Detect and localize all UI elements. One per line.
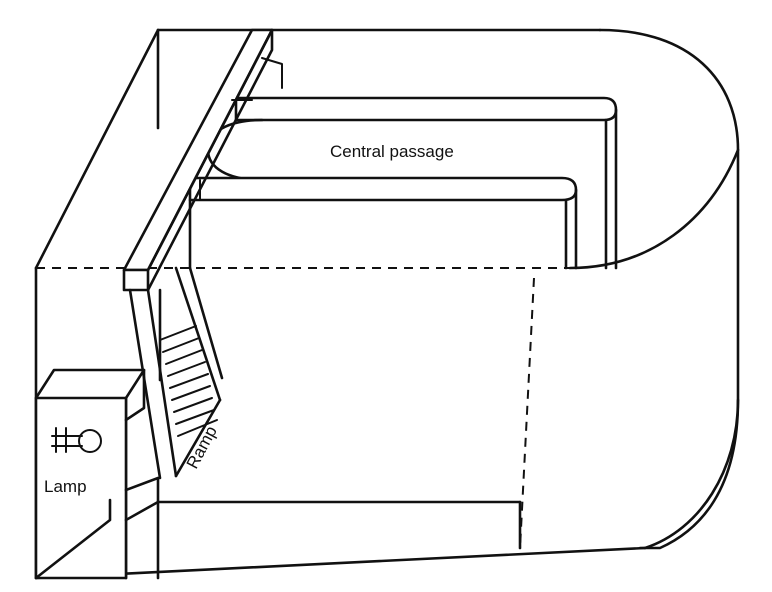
lamp-icon [51, 427, 102, 453]
overhead-beam [122, 28, 283, 292]
central-passage [188, 96, 618, 270]
lamp-box [34, 368, 160, 580]
floor-edges [124, 500, 522, 550]
ramp [128, 266, 224, 480]
central-passage-label: Central passage [330, 142, 454, 161]
ramp-label: Ramp [183, 423, 221, 472]
lamp-label: Lamp [44, 477, 87, 496]
